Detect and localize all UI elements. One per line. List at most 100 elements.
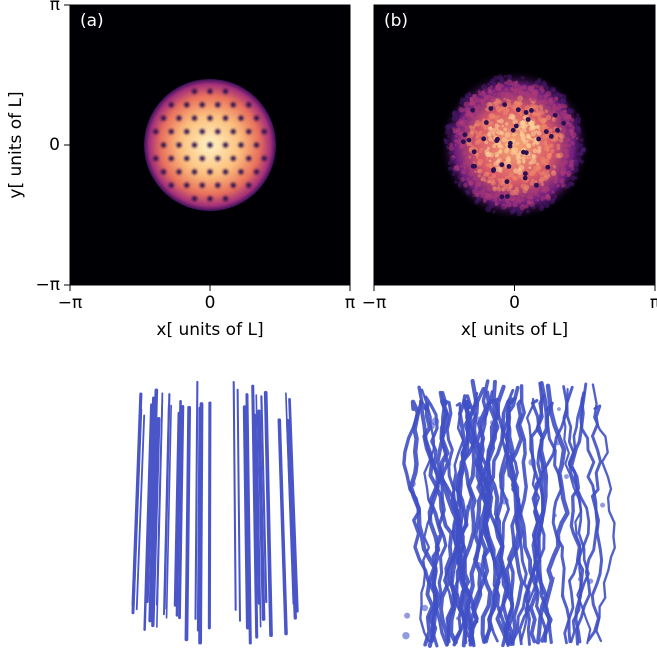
speckle [497, 184, 501, 188]
speckle [513, 176, 518, 181]
vortex-core [238, 142, 244, 148]
speckle [513, 101, 519, 107]
speckle [492, 210, 496, 214]
x-axis-label: x[ units of L] [461, 320, 568, 340]
speckle [488, 202, 495, 209]
vortex-core [207, 196, 213, 202]
speckle [501, 124, 504, 128]
speckle [575, 137, 579, 140]
speckle [495, 106, 502, 112]
vortex-line [242, 405, 250, 630]
vortex-lines-straight [131, 380, 299, 645]
speckle [536, 124, 541, 129]
vortex-core [168, 102, 174, 108]
speckle [483, 127, 487, 130]
vortex-core [184, 102, 190, 108]
vortex-core [238, 115, 244, 121]
speckle [564, 112, 569, 118]
speckle [540, 204, 545, 209]
speckle [571, 135, 575, 139]
speckle [532, 148, 538, 154]
speckle [512, 201, 518, 208]
speckle [498, 118, 504, 124]
speckle [485, 163, 490, 168]
speckle [451, 172, 456, 177]
speckle [492, 89, 496, 93]
speckle [556, 184, 560, 188]
vortex-line [143, 403, 153, 631]
speckle [530, 100, 533, 103]
speckle [566, 154, 570, 158]
speckle [475, 181, 482, 187]
speckle [529, 122, 535, 128]
speckle [517, 174, 523, 179]
vortex-line [232, 380, 237, 611]
vortex-core [207, 115, 213, 121]
vortex-line [156, 399, 164, 628]
speckle [457, 140, 462, 145]
vortex-line [587, 404, 604, 642]
vortex-core [207, 169, 213, 175]
speckle [460, 120, 466, 125]
speckle [466, 177, 470, 181]
speckle [533, 186, 539, 192]
speckle [529, 181, 534, 186]
speckle [452, 155, 455, 158]
speckle [445, 129, 451, 135]
speckle [531, 205, 536, 209]
speckle [469, 167, 472, 171]
vortex-core [470, 107, 476, 113]
speckle [508, 113, 515, 120]
speckle [466, 136, 469, 139]
vortex-core [522, 171, 528, 177]
vortex-core [184, 155, 190, 162]
speckle [566, 173, 571, 178]
speckle [497, 124, 500, 128]
speckle [485, 171, 490, 176]
speckle [559, 138, 564, 143]
speckle [497, 145, 501, 149]
speckle [476, 123, 481, 127]
speckle [503, 97, 506, 100]
speckle [497, 186, 500, 190]
vortex-fragment [564, 474, 569, 479]
speckle [500, 91, 505, 96]
speckle [462, 116, 466, 120]
x-tick-label: −π [362, 293, 386, 313]
speckle [555, 136, 558, 139]
vortex-line [591, 383, 616, 643]
speckle [564, 143, 569, 148]
speckle [459, 97, 465, 103]
speckle [447, 135, 450, 138]
speckle [562, 104, 568, 109]
speckle [477, 174, 481, 178]
vortex-core [215, 155, 221, 162]
x-tick-label: π [345, 293, 355, 313]
speckle [566, 116, 572, 121]
speckle [551, 190, 555, 194]
speckle [521, 76, 525, 80]
vortex-line [263, 390, 273, 638]
speckle [530, 179, 535, 183]
speckle [566, 102, 569, 105]
speckle [504, 91, 510, 97]
speckle [568, 128, 574, 134]
speckle [485, 157, 489, 160]
speckle [474, 185, 478, 189]
vortex-core [246, 155, 252, 162]
speckle [462, 151, 467, 156]
speckle [536, 198, 540, 202]
speckle [537, 195, 540, 198]
speckle [579, 152, 583, 156]
speckle [551, 169, 556, 175]
vortex-line [288, 397, 299, 613]
speckle [521, 123, 528, 129]
vortex-core [548, 134, 554, 139]
vortex-fragment [557, 407, 561, 411]
speckle [528, 112, 531, 115]
speckle [509, 210, 515, 215]
vortex-fragment [409, 480, 416, 488]
speckle [467, 91, 472, 95]
vortex-fragment [466, 504, 471, 509]
speckle [464, 119, 467, 123]
